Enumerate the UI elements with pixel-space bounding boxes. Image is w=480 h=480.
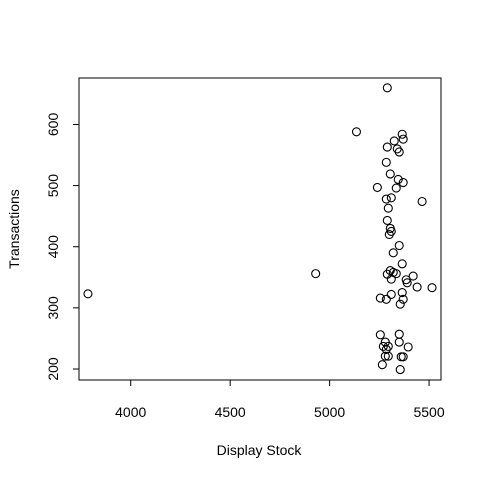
data-point <box>394 240 404 251</box>
data-point <box>427 283 437 293</box>
data-point <box>382 215 392 225</box>
data-points <box>83 83 437 375</box>
data-point <box>398 177 408 188</box>
data-point <box>381 157 391 167</box>
data-point <box>394 329 404 339</box>
y-tick-label: 300 <box>45 296 61 320</box>
x-tick-label: 4000 <box>115 404 146 420</box>
y-tick-label: 400 <box>45 235 61 259</box>
data-point <box>372 182 382 192</box>
x-tick-label: 4500 <box>215 404 246 420</box>
data-point <box>375 293 385 303</box>
data-point <box>381 344 391 354</box>
data-point <box>381 194 391 204</box>
data-point <box>393 174 403 185</box>
data-point <box>412 282 422 292</box>
data-point <box>417 196 427 207</box>
data-point <box>377 360 387 370</box>
data-point <box>398 294 408 304</box>
data-point <box>83 289 93 299</box>
data-point <box>388 248 398 258</box>
data-point <box>381 294 391 304</box>
data-point <box>386 193 396 203</box>
y-axis: 200 300 400 500 600 <box>45 113 80 381</box>
data-point <box>380 351 390 361</box>
data-point <box>398 134 408 144</box>
data-point <box>386 289 396 299</box>
y-tick-label: 500 <box>45 174 61 198</box>
data-point <box>385 169 395 179</box>
data-point <box>311 269 321 279</box>
data-point <box>382 83 392 93</box>
data-point <box>397 129 407 139</box>
y-tick-label: 200 <box>45 357 61 381</box>
data-point <box>389 136 399 146</box>
data-point <box>382 142 392 152</box>
data-point <box>383 203 393 213</box>
data-point <box>351 127 362 137</box>
plot-frame <box>78 77 442 381</box>
data-point <box>396 352 406 362</box>
x-axis-label: Display Stock <box>217 442 303 458</box>
x-tick-label: 5500 <box>413 404 444 420</box>
data-point <box>397 288 407 298</box>
y-axis-label: Transactions <box>6 189 22 269</box>
y-tick-label: 600 <box>45 113 61 137</box>
data-point <box>395 365 405 375</box>
x-axis: 4000 4500 5000 5500 <box>115 379 445 420</box>
data-point <box>408 271 418 281</box>
data-point <box>391 183 401 193</box>
data-point <box>394 337 404 347</box>
data-point <box>386 274 396 284</box>
data-point <box>395 299 405 309</box>
data-point <box>394 147 404 157</box>
x-tick-label: 5000 <box>314 404 345 420</box>
data-point <box>397 259 407 269</box>
data-point <box>398 352 408 362</box>
data-point <box>391 269 401 279</box>
data-point <box>383 351 393 361</box>
data-point <box>403 342 413 352</box>
data-point <box>378 341 388 351</box>
data-point <box>384 229 394 240</box>
data-point <box>375 330 385 340</box>
data-point <box>402 278 412 288</box>
